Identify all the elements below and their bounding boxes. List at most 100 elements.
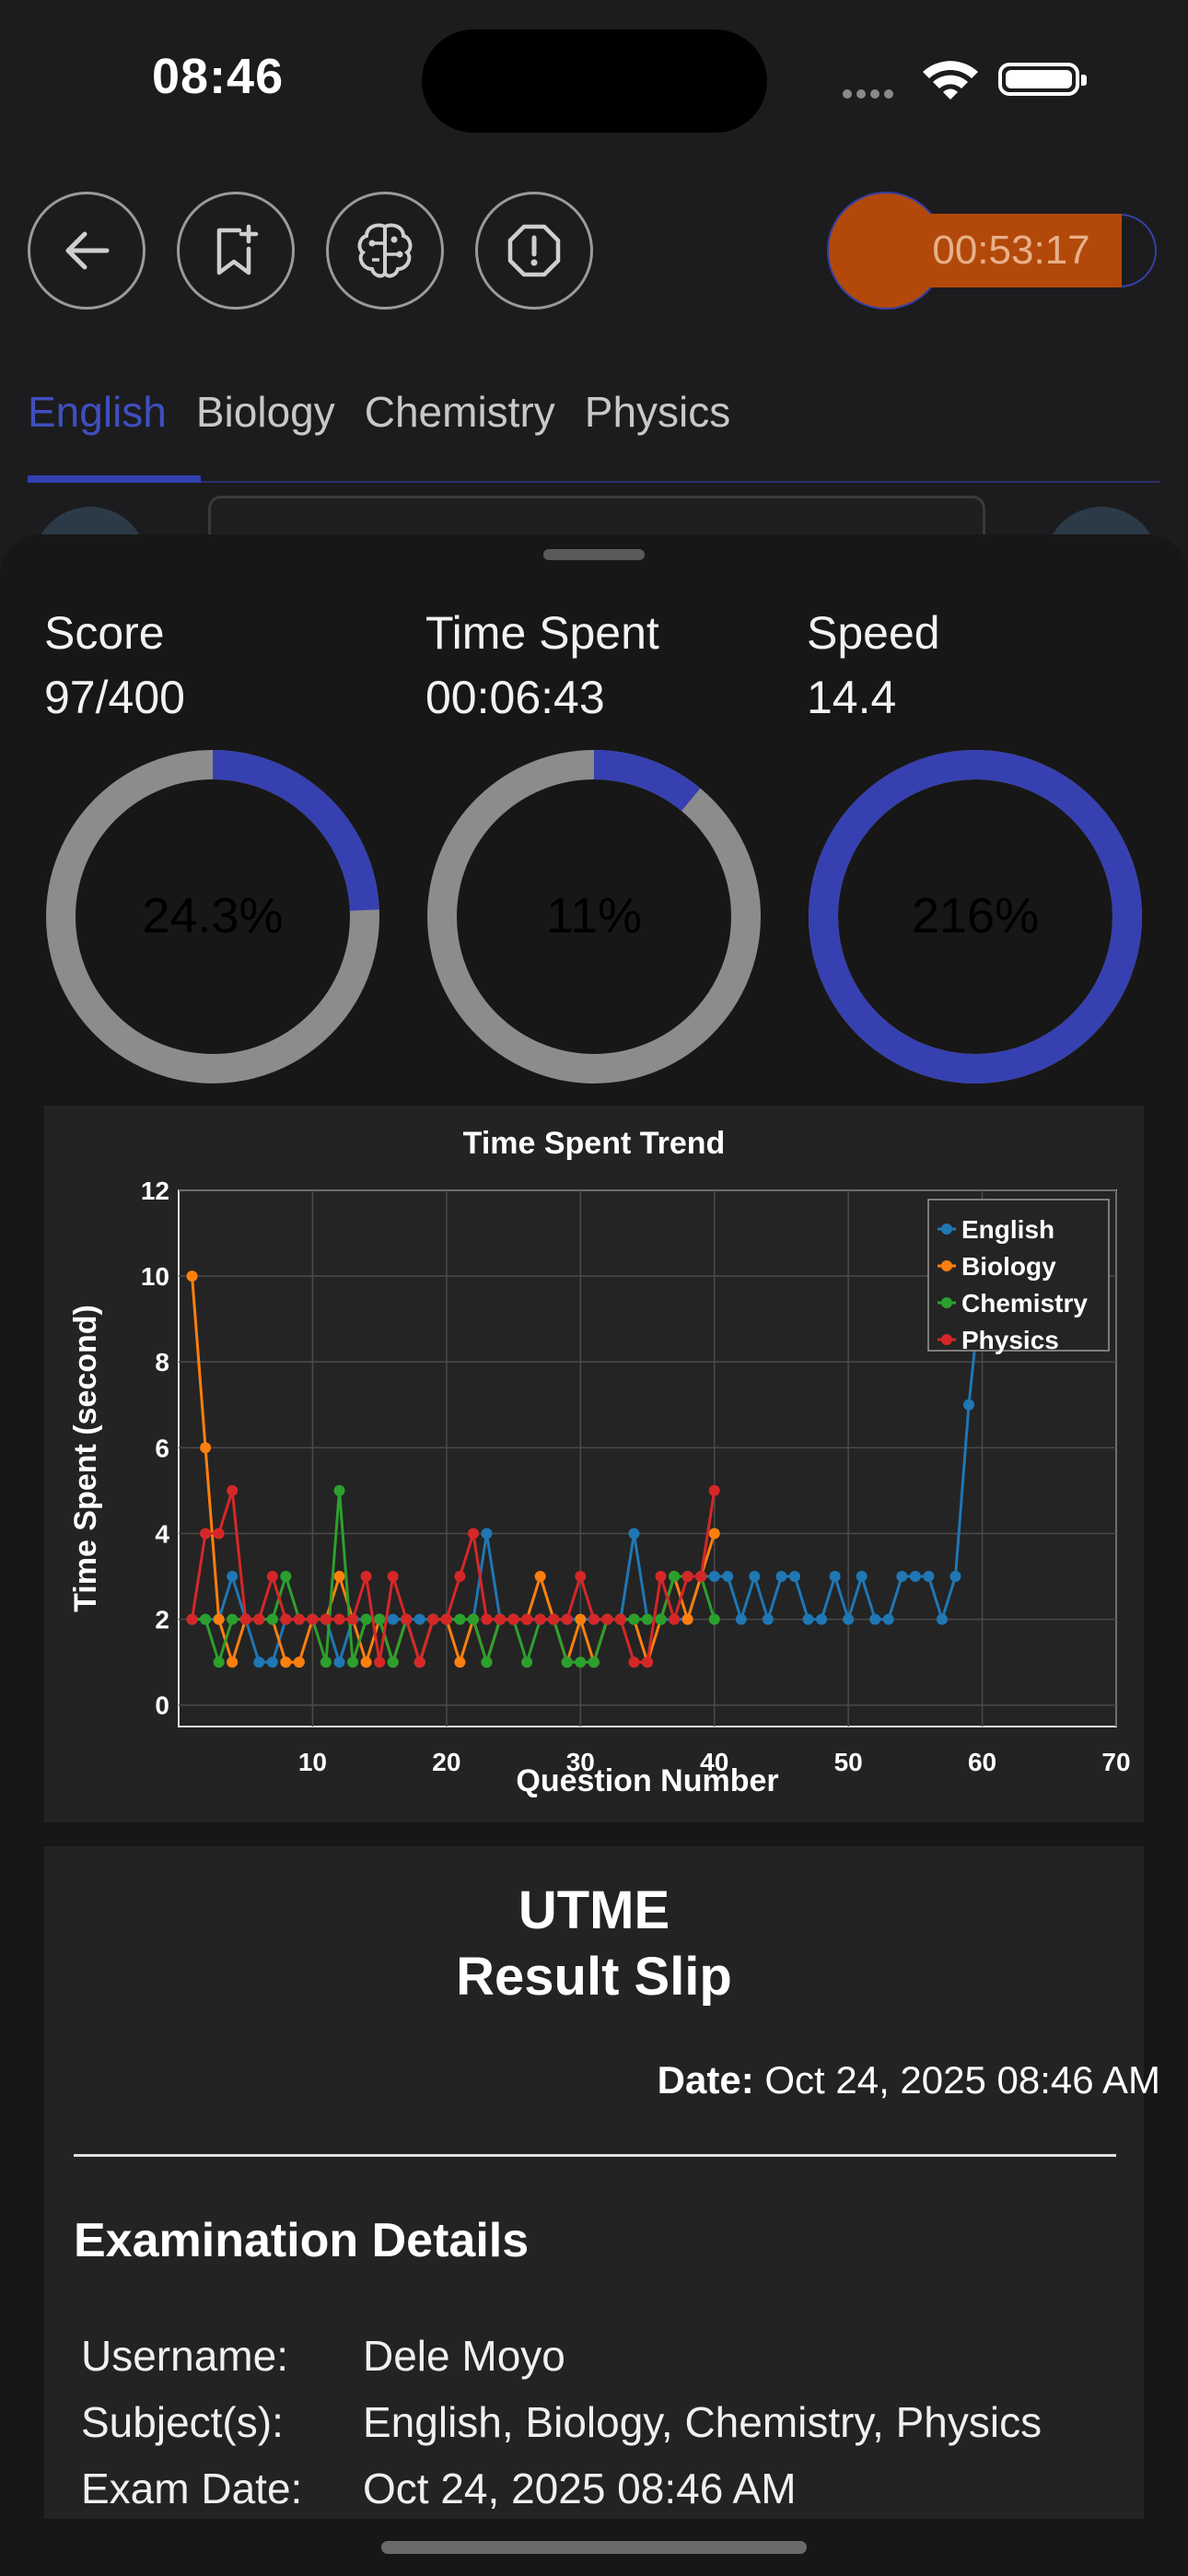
data-point-physics	[253, 1613, 265, 1625]
data-point-english	[816, 1613, 828, 1625]
time-spent-percent: 11%	[546, 888, 642, 943]
data-point-chemistry	[347, 1657, 359, 1669]
legend-marker	[941, 1260, 952, 1271]
tab-chemistry[interactable]: Chemistry	[364, 388, 555, 436]
detail-row-username: Username: Dele Moyo	[81, 2331, 565, 2381]
data-point-physics	[521, 1613, 533, 1625]
series-line-physics	[191, 1490, 716, 1668]
active-tab-indicator	[28, 475, 201, 483]
data-point-physics	[681, 1571, 693, 1583]
tab-english[interactable]: English	[28, 388, 167, 436]
data-point-physics	[669, 1613, 681, 1625]
chart-title: Time Spent Trend	[463, 1126, 726, 1161]
exam-timer[interactable]: 00:53:17	[827, 192, 1160, 310]
data-point-biology	[200, 1442, 212, 1454]
data-point-physics	[495, 1613, 507, 1625]
data-point-physics	[186, 1613, 198, 1625]
score-percent: 24.3%	[142, 888, 283, 943]
data-point-chemistry	[454, 1613, 466, 1625]
data-point-physics	[601, 1613, 613, 1625]
slip-title-line1: UTME	[518, 1880, 670, 1940]
y-axis-label: Time Spent (second)	[68, 1305, 103, 1612]
x-tick-label: 10	[298, 1748, 327, 1776]
x-tick-label: 40	[700, 1748, 728, 1776]
sheet-drag-handle[interactable]	[543, 549, 645, 560]
time-spent-donut: 11%	[427, 750, 761, 1083]
time-spent-chart-panel: 10 20 30 40 50 60 70 0 2 4 6 8 10 12 Time Spent Trend Q…	[44, 1106, 1144, 1822]
y-tick-label: 2	[155, 1606, 169, 1634]
score-value: 97/400	[44, 672, 185, 723]
data-point-biology	[333, 1571, 345, 1583]
home-indicator	[381, 2541, 807, 2554]
data-point-biology	[213, 1613, 225, 1625]
data-point-biology	[708, 1528, 720, 1540]
alert-octagon-icon	[507, 224, 561, 277]
data-point-chemistry	[628, 1613, 640, 1625]
data-point-english	[936, 1613, 948, 1625]
slip-date: Date: Oct 24, 2025 08:46 AM	[658, 2058, 1160, 2102]
data-point-biology	[360, 1657, 372, 1669]
data-point-physics	[534, 1613, 546, 1625]
x-tick-label: 50	[834, 1748, 863, 1776]
data-point-biology	[227, 1657, 239, 1669]
data-point-physics	[440, 1613, 452, 1625]
back-arrow-icon	[65, 231, 110, 270]
data-point-physics	[293, 1613, 305, 1625]
data-point-physics	[320, 1613, 332, 1625]
data-point-english	[869, 1613, 881, 1625]
data-point-chemistry	[266, 1613, 278, 1625]
data-point-english	[266, 1657, 278, 1669]
data-point-chemistry	[280, 1571, 292, 1583]
legend-label: Chemistry	[961, 1289, 1088, 1317]
time-spent-value: 00:06:43	[425, 672, 605, 723]
detail-row-subjects: Subject(s): English, Biology, Chemistry,…	[81, 2397, 1042, 2447]
detail-value: Dele Moyo	[363, 2332, 565, 2380]
data-point-chemistry	[708, 1613, 720, 1625]
detail-label: Subject(s):	[81, 2398, 284, 2446]
back-button[interactable]	[28, 192, 146, 310]
data-point-english	[387, 1613, 399, 1625]
data-point-english	[762, 1613, 774, 1625]
data-point-english	[775, 1571, 787, 1583]
data-point-english	[909, 1571, 921, 1583]
data-point-physics	[708, 1484, 720, 1496]
data-point-english	[949, 1571, 961, 1583]
data-point-physics	[575, 1571, 587, 1583]
data-point-english	[788, 1571, 800, 1583]
data-point-chemistry	[642, 1613, 653, 1625]
speed-label: Speed	[807, 607, 940, 659]
x-axis-label: Question Number	[516, 1763, 778, 1798]
ai-assist-button[interactable]	[326, 192, 444, 310]
data-point-chemistry	[320, 1657, 332, 1669]
tab-physics[interactable]: Physics	[584, 388, 731, 436]
data-point-physics	[507, 1613, 519, 1625]
data-point-physics	[628, 1657, 640, 1669]
report-button[interactable]	[475, 192, 593, 310]
brain-icon	[357, 223, 413, 278]
tab-biology[interactable]: Biology	[195, 388, 335, 436]
speed-value: 14.4	[807, 672, 897, 723]
data-point-biology	[186, 1270, 198, 1282]
data-point-biology	[681, 1613, 693, 1625]
data-point-english	[923, 1571, 935, 1583]
data-point-chemistry	[200, 1613, 212, 1625]
legend-label: English	[961, 1215, 1054, 1244]
data-point-chemistry	[481, 1657, 493, 1669]
bookmark-button[interactable]	[177, 192, 295, 310]
data-point-chemistry	[669, 1571, 681, 1583]
data-point-chemistry	[588, 1657, 600, 1669]
data-point-physics	[413, 1657, 425, 1669]
subject-tabs: English Biology Chemistry Physics	[28, 387, 760, 437]
data-point-physics	[200, 1528, 212, 1540]
x-tick-label: 70	[1101, 1748, 1130, 1776]
tab-divider	[28, 481, 1160, 483]
x-tick-label: 60	[968, 1748, 996, 1776]
data-point-english	[843, 1613, 855, 1625]
legend-marker	[941, 1224, 952, 1235]
dynamic-island	[422, 29, 767, 133]
data-point-chemistry	[655, 1613, 667, 1625]
data-point-chemistry	[213, 1657, 225, 1669]
data-point-english	[708, 1571, 720, 1583]
date-value: Oct 24, 2025 08:46 AM	[764, 2058, 1160, 2102]
bookmark-add-icon	[216, 224, 259, 275]
